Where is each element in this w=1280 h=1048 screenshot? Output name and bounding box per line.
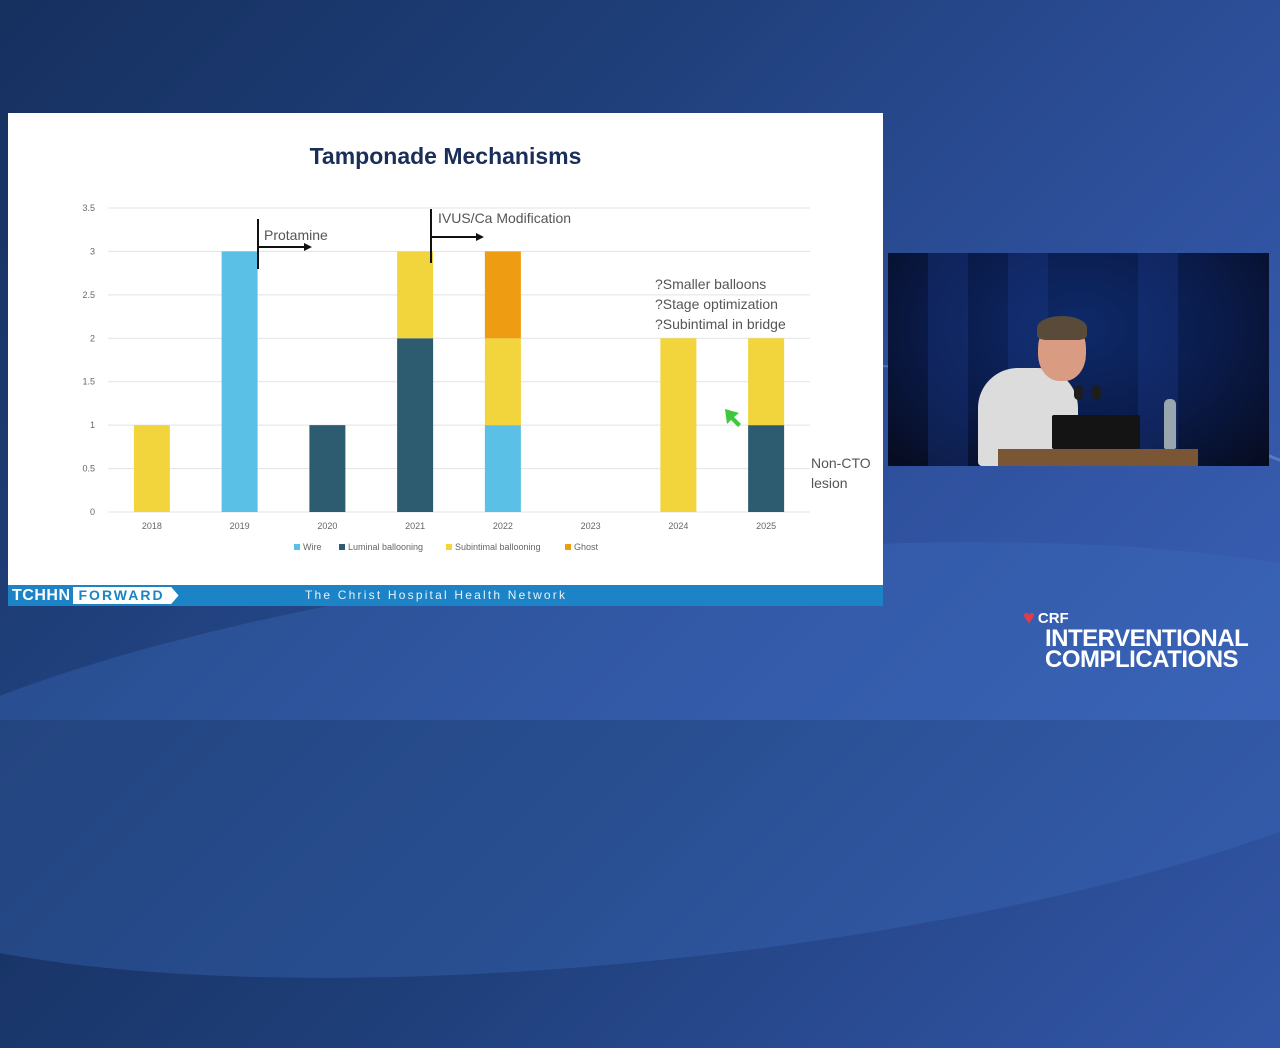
arrow-right-icon xyxy=(304,243,312,251)
speaker-video-feed xyxy=(888,253,1269,466)
x-tick-label: 2022 xyxy=(493,521,513,531)
presentation-slide: Tamponade Mechanisms 0 0.5 1 1.5 2 2.5 3 3.5 20… xyxy=(8,113,883,606)
question-line-1: ?Smaller balloons xyxy=(655,276,766,292)
y-tick-label: 3 xyxy=(90,246,95,256)
bar-segment xyxy=(397,338,434,512)
y-tick-label: 1 xyxy=(90,420,95,430)
legend-label: Ghost xyxy=(574,542,599,552)
x-tick-label: 2019 xyxy=(230,521,250,531)
event-title-line-2: COMPLICATIONS xyxy=(1045,646,1239,673)
y-tick-label: 2 xyxy=(90,333,95,343)
tchhn-forward-logo: TCHHN FORWARD xyxy=(10,587,179,604)
x-tick-label: 2018 xyxy=(142,521,162,531)
protamine-label: Protamine xyxy=(264,227,328,243)
logo-right-text: FORWARD xyxy=(72,587,179,604)
y-tick-label: 3.5 xyxy=(82,203,95,213)
bar-segment xyxy=(748,338,785,426)
bar-segment xyxy=(484,251,521,339)
y-tick-label: 2.5 xyxy=(82,290,95,300)
microphone-icon xyxy=(1092,385,1101,400)
heart-logo-icon: ♥ xyxy=(1023,607,1035,629)
logo-left-text: TCHHN xyxy=(12,586,71,604)
bar-segment xyxy=(397,251,434,339)
x-tick-label: 2020 xyxy=(317,521,337,531)
laptop xyxy=(1052,415,1140,449)
legend-label: Subintimal ballooning xyxy=(455,542,541,552)
water-bottle xyxy=(1164,399,1176,449)
question-line-3: ?Subintimal in bridge xyxy=(655,316,786,332)
y-tick-label: 0 xyxy=(90,507,95,517)
arrow-right-icon xyxy=(476,233,484,241)
bar-segment xyxy=(221,251,258,512)
x-tick-label: 2025 xyxy=(756,521,776,531)
non-cto-line-1: Non-CTO xyxy=(811,455,871,471)
stage-curtain xyxy=(928,253,968,466)
speaker-hair xyxy=(1037,316,1087,340)
question-line-2: ?Stage optimization xyxy=(655,296,778,312)
podium xyxy=(998,449,1198,466)
x-tick-label: 2021 xyxy=(405,521,425,531)
non-cto-line-2: lesion xyxy=(811,475,848,491)
bar-segment xyxy=(133,425,170,512)
legend-label: Luminal ballooning xyxy=(348,542,423,552)
crf-logo-text: CRF xyxy=(1037,609,1069,627)
y-tick-label: 0.5 xyxy=(82,464,95,474)
cursor-arrow-icon xyxy=(725,409,741,427)
x-tick-label: 2024 xyxy=(668,521,688,531)
legend-label: Wire xyxy=(303,542,322,552)
stacked-bar-chart: 0 0.5 1 1.5 2 2.5 3 3.5 2018 2019 2020 2021 2022 202… xyxy=(82,203,871,552)
y-tick-label: 1.5 xyxy=(82,377,95,387)
x-tick-label: 2023 xyxy=(581,521,601,531)
bar-segment xyxy=(484,425,521,512)
legend-swatch xyxy=(294,544,300,550)
bar-segment xyxy=(660,338,697,512)
event-title-line-1: INTERVENTIONAL xyxy=(1045,625,1249,652)
legend-swatch xyxy=(446,544,452,550)
network-name: The Christ Hospital Health Network xyxy=(305,588,568,602)
slide-footer: TCHHN FORWARD The Christ Hospital Health… xyxy=(8,585,883,606)
ivus-marker xyxy=(430,209,484,263)
slide-title: Tamponade Mechanisms xyxy=(309,143,582,169)
crf-branding: ♥ CRF INTERVENTIONAL COMPLICATIONS xyxy=(1023,607,1249,673)
bar-segment xyxy=(748,425,785,512)
bar-segment xyxy=(484,338,521,426)
ivus-label: IVUS/Ca Modification xyxy=(438,210,571,226)
bar-segment xyxy=(309,425,346,512)
legend-swatch xyxy=(339,544,345,550)
protamine-marker xyxy=(257,219,312,269)
legend-swatch xyxy=(565,544,571,550)
microphone-icon xyxy=(1074,385,1083,400)
